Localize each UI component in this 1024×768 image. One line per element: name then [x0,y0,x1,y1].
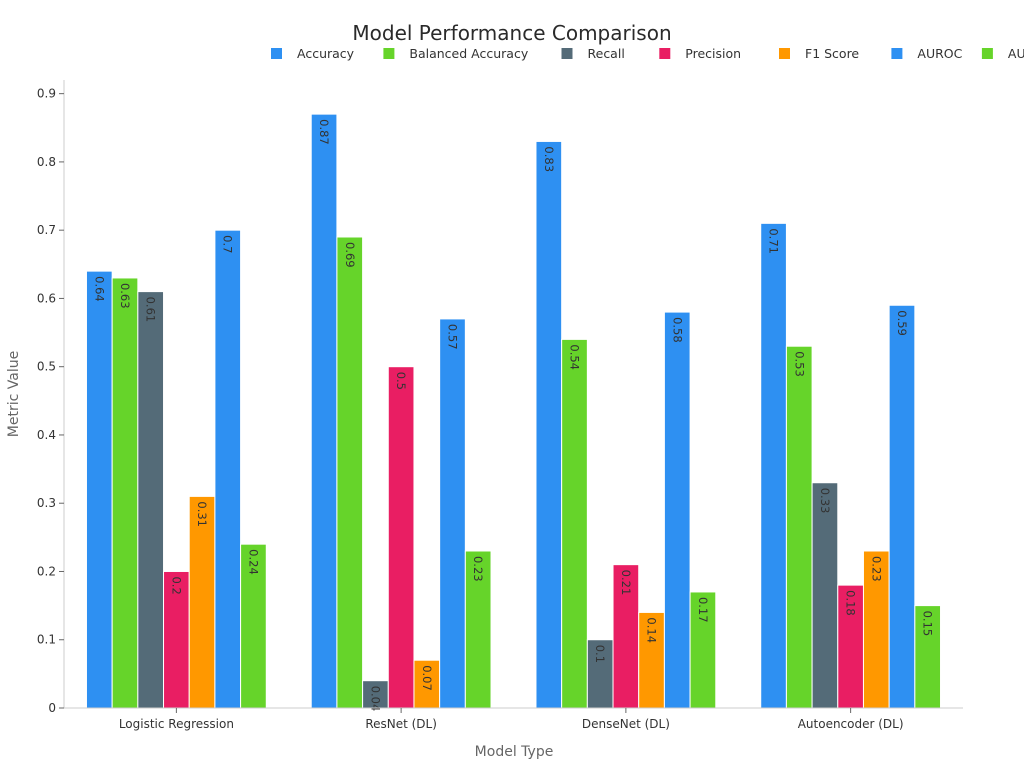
legend-label: AUPRC [1008,46,1024,61]
data-label: 0.21 [619,570,633,596]
bar [785,345,813,709]
bar [137,291,165,709]
y-tick-label: 0.5 [37,360,56,374]
data-label: 0.87 [317,119,331,145]
legend-label: AUROC [917,46,962,61]
legend-item: Precision [659,46,741,61]
data-label: 0.15 [921,611,935,637]
data-label: 0.57 [445,324,459,350]
x-axis: Logistic Regression ResNet (DL) DenseNet (… [64,707,963,731]
data-label: 0.07 [420,665,434,691]
data-label: 0.18 [844,590,858,616]
legend-label: Balanced Accuracy [409,46,528,61]
bar [760,222,787,709]
data-label: 0.04 [368,686,382,712]
bar [561,338,588,709]
legend-label: Recall [588,46,625,61]
bar [586,639,614,709]
legend: Accuracy Balanced Accuracy Recall Precision… [271,46,1024,61]
legend-label: Accuracy [297,46,355,61]
bar [811,482,839,709]
y-axis: 0 0.1 0.2 0.3 0.4 0.5 0.6 0.7 0.8 0.9 [37,80,65,715]
legend-item: Balanced Accuracy [383,46,529,61]
legend-label: F1 Score [805,46,859,61]
y-tick-label: 0.7 [37,223,56,237]
bar [310,113,338,709]
data-label: 0.24 [246,549,260,575]
data-label: 0.2 [169,576,183,594]
bar [240,543,267,709]
bar [336,236,364,709]
y-tick-label: 0.1 [37,633,56,647]
bar [535,140,563,709]
x-tick-label: ResNet (DL) [365,717,437,731]
data-label: 0.5 [394,372,408,390]
data-label: 0.64 [92,276,106,302]
data-label: 0.23 [869,556,883,582]
data-label: 0.61 [144,297,158,323]
y-tick-label: 0.2 [37,564,56,578]
data-label: 0.17 [696,597,710,623]
bar [439,318,466,709]
bar [387,366,415,709]
legend-swatch [891,48,903,59]
bar [638,611,665,709]
legend-swatch [561,48,573,59]
x-tick-label: DenseNet (DL) [582,717,670,731]
bar [111,277,139,709]
y-tick-label: 0.6 [37,291,56,305]
x-axis-label: Model Type [475,744,554,760]
legend-item: AUROC [891,46,963,61]
legend-swatch [779,48,790,59]
data-label: 0.58 [670,317,684,343]
legend-item: AUPRC [981,46,1024,61]
y-tick-label: 0.9 [37,87,56,101]
data-label: 0.53 [792,351,806,377]
value-labels: 0.64 0.63 0.61 0.2 0.31 0.7 0.24 0.87 0.69 0.04 0.… [92,119,934,711]
legend-item: F1 Score [779,46,859,61]
bar [914,605,942,709]
data-label: 0.59 [895,310,909,336]
y-tick-label: 0.4 [37,428,56,442]
legend-item: Accuracy [271,46,355,61]
data-label: 0.71 [767,228,781,254]
bar [163,570,190,709]
chart-title: Model Performance Comparison [352,21,671,45]
bar [214,229,242,709]
bar [888,304,916,709]
legend-swatch [981,48,993,59]
data-label: 0.83 [542,146,556,172]
data-label: 0.33 [818,488,832,514]
y-tick-label: 0.3 [37,496,56,510]
data-label: 0.1 [593,645,607,663]
bar [837,584,864,709]
bars [85,113,942,709]
legend-swatch [271,48,282,59]
legend-item: Recall [561,46,625,61]
y-tick-label: 0 [48,701,56,715]
data-label: 0.63 [118,283,132,309]
y-axis-label: Metric Value [6,351,22,437]
data-label: 0.31 [195,501,209,527]
y-tick-label: 0.8 [37,155,56,169]
legend-swatch [659,48,671,59]
data-label: 0.54 [568,344,582,370]
legend-label: Precision [685,46,741,61]
bar [663,311,691,709]
bar [188,495,216,709]
data-label: 0.7 [221,235,235,253]
bar [85,270,113,709]
x-tick-label: Autoencoder (DL) [798,717,904,731]
data-label: 0.23 [471,556,485,582]
legend-swatch [383,48,395,59]
data-label: 0.14 [645,617,659,643]
data-label: 0.69 [343,242,357,268]
x-tick-label: Logistic Regression [119,717,234,731]
